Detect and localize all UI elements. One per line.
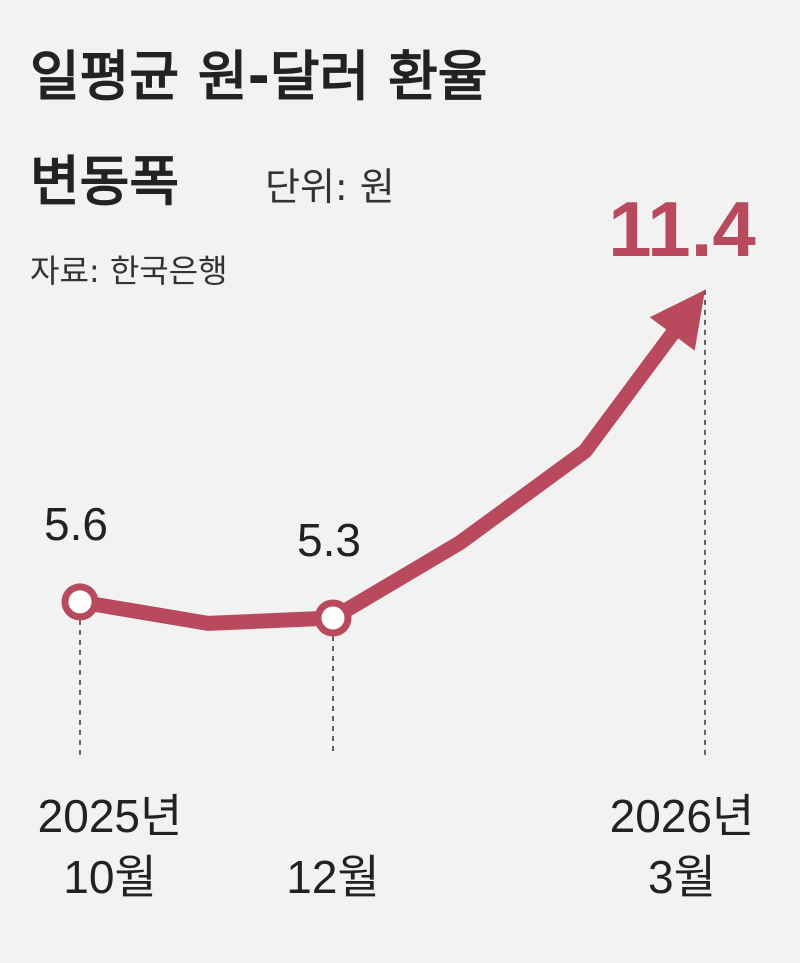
source-label: 자료: 한국은행 [30,252,228,290]
x-tick-label: 2026년 [610,790,755,842]
x-tick-label: 2025년 [38,790,183,842]
data-point [61,583,99,621]
data-point [314,599,352,637]
unit-label: 단위: 원 [265,165,395,209]
x-tick-label: 10월 [63,851,157,903]
chart-title-line2: 변동폭 [30,150,179,213]
data-label: 5.3 [297,514,361,566]
chart-title: 일평균 원-달러 환율 [30,45,487,108]
x-tick-label: 12월 [286,851,380,903]
series-line [72,318,686,631]
data-label: 11.4 [608,185,756,273]
arrowhead [649,289,705,351]
x-tick-label: 3월 [648,851,716,903]
data-label: 5.6 [44,498,108,550]
